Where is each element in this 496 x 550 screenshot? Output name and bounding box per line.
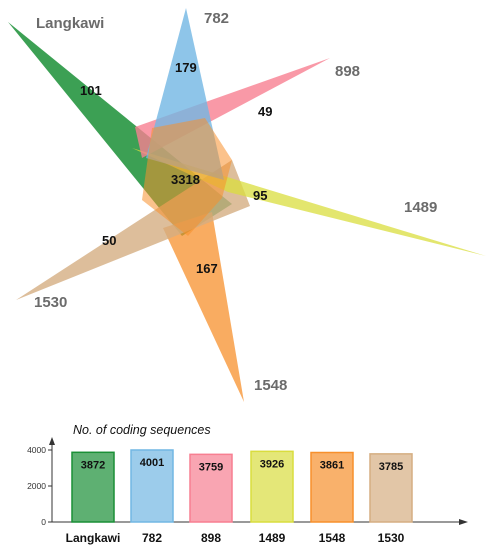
x-tick-label: 782: [142, 531, 162, 545]
bar-782: [130, 449, 174, 523]
bar-value-label: 3926: [260, 458, 284, 470]
venn-core-region: [142, 118, 232, 236]
x-tick-label: 898: [201, 531, 221, 545]
petal-1548: [163, 212, 244, 402]
count-1489-unique: 95: [253, 188, 267, 203]
chart-title: No. of coding sequences: [73, 423, 211, 437]
y-axis-arrow: [49, 437, 55, 445]
set-label-782: 782: [204, 10, 229, 27]
bar-value-label: 3759: [199, 461, 223, 473]
count-core: 3318: [171, 172, 200, 187]
set-label-1489: 1489: [404, 199, 437, 216]
bars: 3872 4001 3759 3926 3861 3785: [71, 449, 413, 523]
x-tick-label: 1548: [319, 531, 346, 545]
bar-898: [189, 453, 233, 523]
bar-1489: [250, 450, 294, 523]
set-label-langkawi: Langkawi: [36, 15, 104, 32]
y-tick-label: 2000: [27, 481, 46, 491]
bar-1548: [310, 451, 354, 523]
count-898-unique: 49: [258, 104, 272, 119]
count-1530-unique: 50: [102, 233, 116, 248]
coding-sequences-bar-chart: No. of coding sequences 3872 4001 3759 3926…: [27, 423, 468, 545]
x-ticks: Langkawi 782 898 1489 1548 1530: [66, 531, 405, 545]
bar-langkawi: [71, 451, 115, 523]
x-axis-arrow: [459, 519, 468, 525]
set-label-1530: 1530: [34, 294, 67, 311]
set-label-898: 898: [335, 63, 360, 80]
x-tick-label: 1530: [378, 531, 405, 545]
bar-value-label: 3861: [320, 460, 344, 472]
bar-value-label: 3872: [81, 459, 105, 471]
count-1548-unique: 167: [196, 261, 218, 276]
count-782-unique: 179: [175, 60, 197, 75]
x-tick-label: 1489: [259, 531, 286, 545]
bar-value-label: 4001: [140, 457, 164, 469]
count-langkawi-unique: 101: [80, 83, 102, 98]
set-label-1548: 1548: [254, 377, 287, 394]
bar-1530: [369, 453, 413, 523]
y-tick-label: 0: [41, 517, 46, 527]
y-tick-label: 4000: [27, 445, 46, 455]
y-ticks: 0 2000 4000: [27, 445, 52, 527]
x-tick-label: Langkawi: [66, 531, 121, 545]
venn-petals: [8, 8, 486, 402]
bar-value-label: 3785: [379, 461, 403, 473]
